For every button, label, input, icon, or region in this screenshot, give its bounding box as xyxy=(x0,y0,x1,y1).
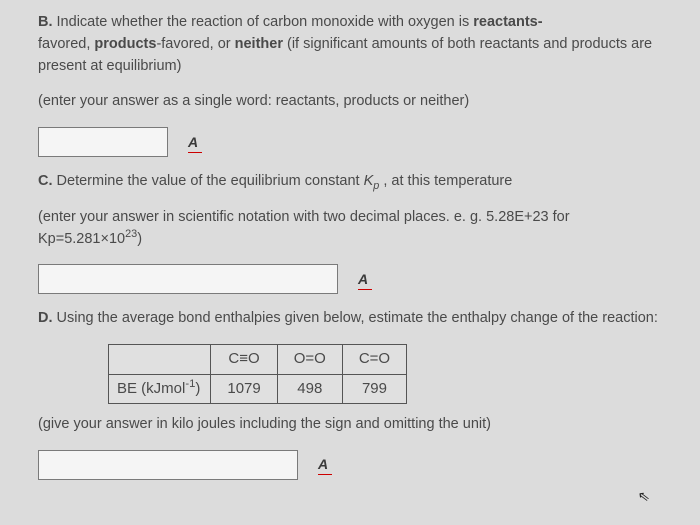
part-d-text: Using the average bond enthalpies given … xyxy=(57,310,658,326)
part-c-text1: Determine the value of the equilibrium c… xyxy=(57,173,364,189)
part-d-answer-row: A xyxy=(38,450,672,480)
spellcheck-icon[interactable]: A xyxy=(358,269,372,290)
part-c-answer-row: A xyxy=(38,264,672,294)
part-c-question: C. Determine the value of the equilibriu… xyxy=(38,171,672,193)
part-b-question: B. Indicate whether the reaction of carb… xyxy=(38,12,672,77)
part-b-answer-row: A xyxy=(38,127,672,157)
part-c-text2: , at this temperature xyxy=(379,173,512,189)
part-b-text3: -favored, or xyxy=(156,36,234,52)
part-b-kw3: neither xyxy=(235,36,283,52)
cell: 498 xyxy=(277,374,342,404)
part-d-label: D. xyxy=(38,310,53,326)
part-b-answer-input[interactable] xyxy=(38,127,168,157)
spellcheck-icon[interactable]: A xyxy=(318,454,332,475)
col-header: C≡O xyxy=(211,345,277,375)
mouse-cursor-icon: ⇖ xyxy=(637,485,652,507)
col-header: O=O xyxy=(277,345,342,375)
cell: 1079 xyxy=(211,374,277,404)
table-row: BE (kJmol-1) 1079 498 799 xyxy=(109,374,407,404)
part-b-kw2: products xyxy=(94,36,156,52)
col-header: C=O xyxy=(342,345,406,375)
part-d-question: D. Using the average bond enthalpies giv… xyxy=(38,308,672,330)
spellcheck-icon[interactable]: A xyxy=(188,132,202,153)
row-header: BE (kJmol-1) xyxy=(109,374,211,404)
part-b-label: B. xyxy=(38,14,53,30)
part-b-kw1: reactants- xyxy=(473,14,542,30)
part-b-text1: Indicate whether the reaction of carbon … xyxy=(57,14,474,30)
cell: 799 xyxy=(342,374,406,404)
part-d-hint: (give your answer in kilo joules includi… xyxy=(38,414,672,436)
table-row: C≡O O=O C=O xyxy=(109,345,407,375)
part-c-hint: (enter your answer in scientific notatio… xyxy=(38,207,672,251)
part-b-text2: favored, xyxy=(38,36,94,52)
part-c-label: C. xyxy=(38,173,53,189)
bond-enthalpy-table: C≡O O=O C=O BE (kJmol-1) 1079 498 799 xyxy=(108,344,407,404)
part-b-hint: (enter your answer as a single word: rea… xyxy=(38,91,672,113)
part-c-answer-input[interactable] xyxy=(38,264,338,294)
part-d-answer-input[interactable] xyxy=(38,450,298,480)
